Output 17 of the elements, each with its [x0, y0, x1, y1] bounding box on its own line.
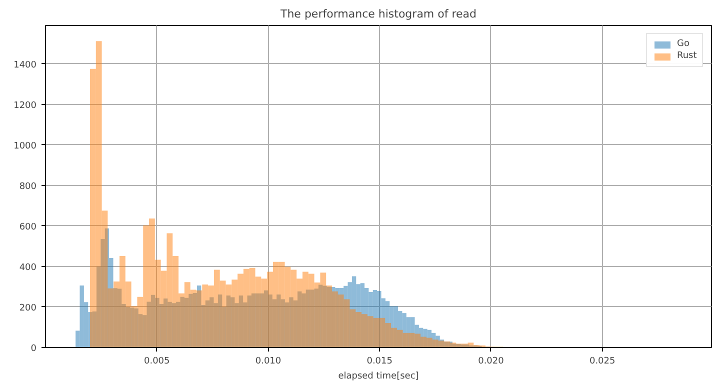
y-tick-label: 1400 [14, 60, 37, 70]
x-tick-label: 0.020 [478, 356, 504, 366]
x-tick-label: 0.010 [255, 356, 282, 366]
x-tick-label: 0.005 [144, 356, 170, 366]
y-tick-label: 1000 [14, 141, 37, 152]
x-tick-label: 0.025 [589, 356, 616, 366]
chart-title: The performance histogram of read [279, 8, 477, 20]
y-tick-label: 200 [19, 303, 37, 314]
y-tick-label: 1200 [14, 100, 37, 111]
y-tick-label: 800 [19, 182, 37, 192]
x-axis-title: elapsed time[sec] [338, 372, 419, 382]
legend-label: Rust [677, 51, 697, 61]
y-tick-label: 0 [30, 344, 37, 354]
legend-label: Go [677, 39, 690, 49]
y-tick-label: 600 [19, 222, 37, 232]
y-tick-label: 400 [19, 262, 37, 273]
x-tick-label: 0.015 [366, 356, 392, 366]
